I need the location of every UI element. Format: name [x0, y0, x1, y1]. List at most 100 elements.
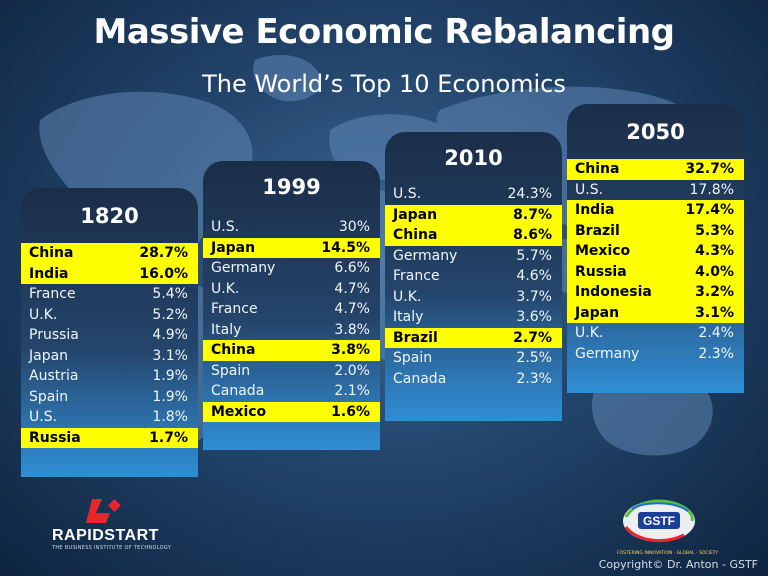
gdp-share: 5.7%	[516, 247, 552, 264]
economy-row: U.K. 5.2%	[21, 305, 198, 326]
gdp-share: 3.8%	[334, 321, 370, 338]
country-name: Russia	[575, 263, 627, 280]
gdp-share: 4.0%	[695, 263, 734, 280]
economy-row: Japan 3.1%	[21, 346, 198, 367]
gdp-share: 2.3%	[516, 370, 552, 387]
panel-2050: 2050 China 32.7% U.S. 17.8% India 17.4% Bra…	[567, 104, 744, 393]
economy-row: Brazil 2.7%	[385, 327, 562, 348]
rapidstart-tagline: THE BUSINESS INSTITUTE OF TECHNOLOGY	[52, 545, 172, 551]
country-name: U.K.	[575, 325, 604, 342]
economy-row: Mexico 4.3%	[567, 241, 744, 262]
economy-row: Spain 2.5%	[385, 348, 562, 369]
country-name: France	[29, 286, 76, 303]
gdp-share: 1.7%	[149, 429, 188, 446]
country-name: U.K.	[393, 288, 422, 305]
economy-row: Spain 1.9%	[21, 387, 198, 408]
gstf-logo-icon: GSTF	[623, 499, 695, 542]
economy-row: U.S. 24.3%	[385, 184, 562, 205]
gdp-share: 5.4%	[152, 286, 188, 303]
economy-row: U.S. 1.8%	[21, 407, 198, 428]
panel-1820: 1820 China 28.7% India 16.0% France 5.4% U.…	[21, 188, 198, 477]
panel-year: 2010	[444, 146, 503, 170]
economy-row: France 4.6%	[385, 266, 562, 287]
country-name: Mexico	[575, 243, 631, 260]
gdp-share: 16.0%	[139, 265, 188, 282]
country-name: France	[211, 301, 258, 318]
economy-row: Germany 5.7%	[385, 246, 562, 267]
gdp-share: 8.6%	[513, 227, 552, 244]
country-name: Germany	[211, 260, 276, 277]
country-name: France	[393, 268, 440, 285]
economy-row: China 3.8%	[203, 340, 380, 361]
country-name: Mexico	[211, 403, 267, 420]
economy-row: Canada 2.1%	[203, 381, 380, 402]
country-name: China	[211, 342, 256, 359]
gdp-share: 2.0%	[334, 362, 370, 379]
gdp-share: 32.7%	[685, 161, 734, 178]
economy-list: U.S. 30% Japan 14.5% Germany 6.6% U.K. 4.7% …	[203, 217, 380, 422]
gdp-share: 1.8%	[152, 409, 188, 426]
country-name: Brazil	[575, 222, 620, 239]
economy-row: Spain 2.0%	[203, 361, 380, 382]
economy-row: U.S. 30%	[203, 217, 380, 238]
gdp-share: 4.3%	[695, 243, 734, 260]
economy-row: China 32.7%	[567, 159, 744, 180]
rapidstart-logo-icon	[86, 499, 121, 523]
country-name: Italy	[211, 321, 242, 338]
economy-row: Japan 8.7%	[385, 204, 562, 225]
panel-year: 1999	[262, 175, 321, 199]
country-name: India	[575, 202, 615, 219]
economy-list: China 28.7% India 16.0% France 5.4% U.K. 5.2…	[21, 243, 198, 448]
gdp-share: 3.1%	[695, 304, 734, 321]
country-name: China	[393, 227, 438, 244]
gdp-share: 4.7%	[334, 280, 370, 297]
country-name: Spain	[29, 388, 69, 405]
economy-row: France 5.4%	[21, 284, 198, 305]
country-name: Russia	[29, 429, 81, 446]
gdp-share: 5.2%	[152, 306, 188, 323]
gdp-share: 2.1%	[334, 383, 370, 400]
economy-row: Japan 14.5%	[203, 237, 380, 258]
country-name: Austria	[29, 368, 79, 385]
economy-row: Russia 4.0%	[567, 261, 744, 282]
economy-list: U.S. 24.3% Japan 8.7% China 8.6% Germany 5.7…	[385, 184, 562, 389]
gdp-share: 1.9%	[152, 388, 188, 405]
country-name: Japan	[211, 239, 256, 256]
gdp-share: 17.8%	[689, 181, 734, 198]
gdp-share: 4.9%	[152, 327, 188, 344]
country-name: China	[575, 161, 620, 178]
economy-row: China 8.6%	[385, 225, 562, 246]
economy-row: Russia 1.7%	[21, 427, 198, 448]
gdp-share: 4.7%	[334, 301, 370, 318]
page-title: Massive Economic Rebalancing	[93, 12, 675, 52]
country-name: China	[29, 245, 74, 262]
country-name: India	[29, 265, 69, 282]
economy-row: Japan 3.1%	[567, 302, 744, 323]
country-name: Japan	[393, 206, 438, 223]
country-name: Indonesia	[575, 284, 652, 301]
economy-row: China 28.7%	[21, 243, 198, 264]
country-name: U.S.	[29, 409, 58, 426]
country-name: U.S.	[575, 181, 604, 198]
economy-row: Germany 6.6%	[203, 258, 380, 279]
country-name: Brazil	[393, 329, 438, 346]
economy-row: India 17.4%	[567, 200, 744, 221]
economy-row: U.K. 3.7%	[385, 287, 562, 308]
gstf-tagline: FOSTERING INNOVATION · GLOBAL · SOCIETY	[617, 551, 719, 556]
gdp-share: 4.6%	[516, 268, 552, 285]
country-name: Germany	[575, 345, 640, 362]
gdp-share: 3.1%	[152, 347, 188, 364]
country-name: Germany	[393, 247, 458, 264]
gstf-logo-text: GSTF	[643, 514, 675, 528]
panel-1999: 1999 U.S. 30% Japan 14.5% Germany 6.6% U.K.…	[203, 161, 380, 450]
economy-row: Indonesia 3.2%	[567, 282, 744, 303]
economy-row: Brazil 5.3%	[567, 220, 744, 241]
gdp-share: 3.8%	[331, 342, 370, 359]
country-name: Japan	[29, 347, 69, 364]
country-name: Japan	[575, 304, 620, 321]
country-name: U.S.	[211, 219, 240, 236]
economy-row: France 4.7%	[203, 299, 380, 320]
gdp-share: 6.6%	[334, 260, 370, 277]
gdp-share: 2.7%	[513, 329, 552, 346]
gdp-share: 1.9%	[152, 368, 188, 385]
